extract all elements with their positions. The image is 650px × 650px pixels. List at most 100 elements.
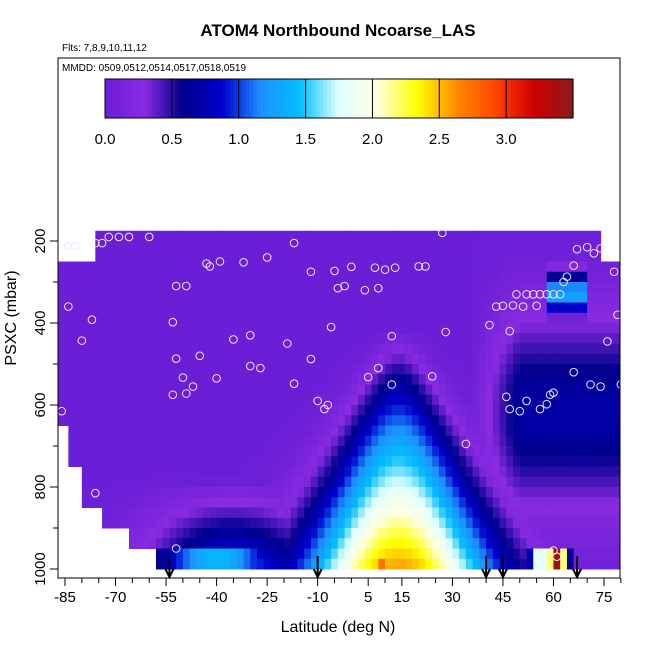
heatmap-cell	[283, 292, 292, 303]
heatmap-cell	[378, 374, 386, 385]
heatmap-cell	[459, 251, 467, 262]
heatmap-cell	[115, 343, 123, 355]
colorbar-segment	[311, 79, 317, 118]
heatmap-cell	[115, 394, 123, 406]
heatmap-cell	[418, 487, 426, 498]
heatmap-cell	[223, 271, 231, 283]
heatmap-cell	[479, 241, 487, 252]
heatmap-cell	[492, 517, 501, 529]
heatmap-cell	[391, 415, 400, 426]
heatmap-cell	[472, 292, 480, 303]
colorbar-segment	[459, 79, 465, 118]
heatmap-cell	[176, 343, 184, 355]
heatmap-cell	[506, 353, 514, 365]
heatmap-cell	[539, 497, 548, 508]
heatmap-cell	[459, 517, 467, 529]
heatmap-cell	[317, 374, 325, 385]
heatmap-cell	[513, 353, 521, 365]
heatmap-cell	[607, 374, 615, 385]
colorbar-segment	[553, 79, 558, 118]
colorbar-segment	[346, 79, 352, 118]
heatmap-cell	[465, 271, 474, 283]
observation-point	[522, 396, 531, 406]
heatmap-cell	[331, 435, 339, 447]
heatmap-cell	[566, 251, 575, 262]
heatmap-cell	[135, 538, 143, 549]
heatmap-cell	[270, 425, 278, 437]
heatmap-cell	[283, 374, 292, 385]
colorbar-tick-label: 0.5	[161, 131, 182, 148]
heatmap-cell	[425, 241, 433, 252]
heatmap-cell	[614, 384, 620, 396]
heatmap-cell	[310, 241, 319, 252]
heatmap-cell	[203, 425, 211, 437]
heatmap-cell	[129, 364, 137, 375]
heatmap-cell	[378, 497, 386, 508]
heatmap-cell	[459, 558, 467, 570]
heatmap-cell	[196, 343, 204, 355]
heatmap-cell	[593, 466, 602, 478]
heatmap-cell	[331, 497, 339, 508]
heatmap-cell	[506, 487, 514, 498]
heatmap-cell	[411, 435, 420, 447]
heatmap-cell	[196, 230, 204, 242]
observation-point	[205, 262, 215, 271]
heatmap-cell	[519, 282, 528, 293]
heatmap-cell	[533, 476, 541, 488]
heatmap-cell	[465, 446, 474, 457]
heatmap-cell	[129, 476, 137, 488]
heatmap-cell	[135, 394, 143, 406]
heatmap-cell	[445, 353, 453, 365]
heatmap-cell	[317, 487, 325, 498]
heatmap-cell	[614, 456, 620, 467]
heatmap-cell	[566, 333, 575, 344]
heatmap-cell	[492, 456, 501, 467]
heatmap-cell	[149, 405, 157, 416]
heatmap-cell	[472, 425, 480, 437]
heatmap-cell	[203, 435, 211, 447]
observation-point	[283, 339, 292, 348]
heatmap-cell	[243, 261, 251, 273]
heatmap-cell	[263, 517, 271, 529]
heatmap-cell	[277, 466, 285, 478]
heatmap-cell	[438, 405, 447, 416]
heatmap-cell	[297, 456, 305, 467]
heatmap-cell	[317, 343, 325, 355]
heatmap-cell	[560, 384, 568, 396]
heatmap-cell	[479, 353, 487, 365]
heatmap-cell	[506, 446, 514, 457]
heatmap-cell	[189, 466, 197, 478]
heatmap-cell	[546, 466, 554, 478]
heatmap-cell	[61, 261, 69, 273]
heatmap-cell	[95, 333, 103, 344]
heatmap-cell	[236, 415, 245, 426]
heatmap-cell	[546, 343, 554, 355]
heatmap-cell	[297, 251, 305, 262]
heatmap-cell	[391, 497, 400, 508]
heatmap-cell	[135, 528, 143, 539]
heatmap-cell	[182, 292, 191, 303]
heatmap-cell	[546, 364, 554, 375]
heatmap-cell	[304, 507, 312, 519]
heatmap-cell	[155, 528, 164, 539]
heatmap-cell	[189, 405, 197, 416]
heatmap-cell	[425, 333, 433, 344]
heatmap-cell	[452, 558, 460, 570]
heatmap-cell	[81, 353, 90, 365]
colorbar-segment	[284, 79, 289, 118]
heatmap-cell	[283, 548, 292, 560]
heatmap-cell	[539, 548, 548, 560]
heatmap-cell	[553, 425, 561, 437]
heatmap-cell	[411, 302, 420, 314]
heatmap-cell	[398, 405, 406, 416]
heatmap-cell	[411, 353, 420, 365]
heatmap-cell	[149, 374, 157, 385]
heatmap-cell	[169, 425, 177, 437]
heatmap-cell	[250, 323, 258, 334]
heatmap-cell	[270, 384, 278, 396]
heatmap-cell	[465, 466, 474, 478]
observation-point	[215, 257, 225, 266]
heatmap-cell	[331, 405, 339, 416]
heatmap-cell	[385, 476, 393, 488]
heatmap-cell	[378, 487, 386, 498]
